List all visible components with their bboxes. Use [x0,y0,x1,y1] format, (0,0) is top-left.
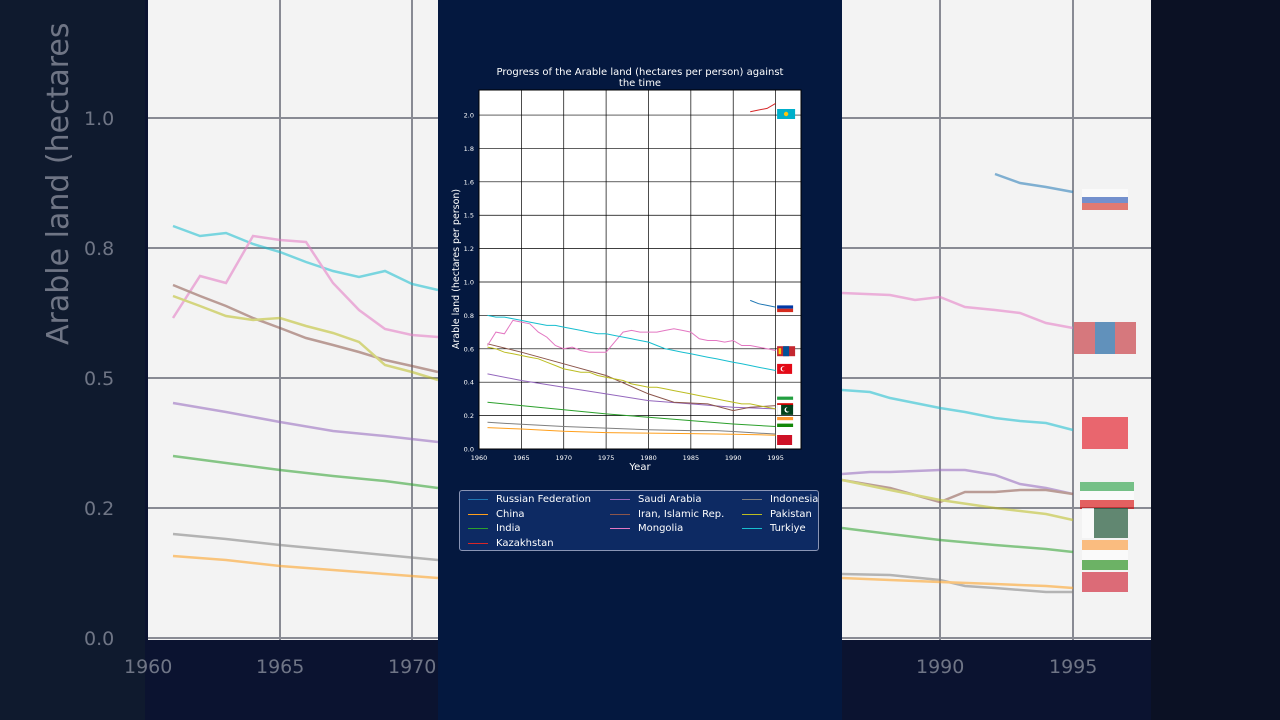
series-lines [487,102,776,436]
legend-item: Saudi Arabia [610,494,701,505]
legend-item: Kazakhstan [468,538,554,549]
series-line [487,346,776,410]
series-line [487,427,776,436]
legend-label: Mongolia [638,523,684,534]
x-axis-label: Year [628,462,651,473]
grid [478,90,801,450]
legend-item: Indonesia [742,494,818,505]
ticks: 1960 1965 1970 1975 1980 1985 1990 1995 0.0 0.2 0.… [464,112,784,462]
series-line [487,421,776,435]
legend-item: Iran, Islamic Rep. [610,509,724,520]
flag-indonesia-icon [777,435,793,445]
bg-xtick: 1960 [124,656,172,678]
y-tick-label: 1.2 [464,245,474,253]
x-tick-label: 1965 [513,454,530,462]
y-axis-label: Arable land (hectares per person) [451,189,462,349]
bg-ytick: 0.2 [84,498,114,520]
legend-item: Turkiye [742,523,806,534]
legend-item: Pakistan [742,509,812,520]
legend: Russian Federation China India Kazakhstan Sa… [459,490,819,551]
legend-swatch [610,528,630,529]
legend-item: Russian Federation [468,494,591,505]
legend-label: Turkiye [770,523,806,534]
legend-swatch [742,528,762,529]
x-tick-label: 1975 [598,454,615,462]
flag-pakistan-icon [777,404,794,415]
bg-xtick: 1970 [388,656,436,678]
x-tick-label: 1995 [767,454,784,462]
flag-russian-federation-icon [777,302,794,313]
bg-lines [171,172,1074,594]
series-line [487,319,776,353]
bg-labels: 1.0 0.8 0.5 0.2 0.0 1960 1965 1970 1990 … [41,23,1097,679]
bg-flags [1074,189,1136,592]
y-tick-label: 1.8 [464,145,474,153]
y-tick-label: 2.0 [464,112,474,120]
x-tick-label: 1960 [471,454,488,462]
legend-swatch [610,513,630,515]
legend-swatch [468,513,488,515]
x-tick-label: 1980 [640,454,657,462]
series-line [750,102,776,113]
y-tick-label: 0.8 [464,312,474,320]
bg-ytick: 0.5 [84,368,114,390]
legend-label: Saudi Arabia [638,494,702,505]
legend-item: India [468,523,521,534]
legend-swatch [610,499,630,500]
y-tick-label: 0.2 [464,412,474,420]
bg-ylabel: Arable land (hectares [41,23,76,346]
y-tick-label: 0.6 [464,345,474,353]
y-tick-label: 1.0 [464,279,474,287]
flag-mongolia-icon [777,346,796,357]
y-tick-label: 0.0 [464,446,474,454]
y-tick-label: 1.5 [464,212,474,220]
legend-item: Mongolia [610,523,683,534]
flag-turkiye-icon [777,363,793,374]
chart-title-line-1: Progress of the Arable land (hectares pe… [497,67,784,78]
flag-india-icon [777,417,794,427]
y-tick-label: 1.6 [464,178,474,186]
legend-swatch [468,542,488,544]
flags [777,109,796,445]
legend-label: China [496,508,525,520]
bg-ytick: 0.8 [84,238,114,260]
x-tick-label: 1990 [725,454,742,462]
legend-item: China [468,509,525,520]
legend-label: Kazakhstan [496,537,554,549]
legend-label: Pakistan [770,508,812,520]
legend-swatch [742,513,762,515]
series-line [487,401,776,427]
plot-area [478,89,802,450]
bg-xtick: 1995 [1049,656,1097,678]
bg-xtick: 1990 [916,656,964,678]
y-tick-label: 0.4 [464,379,474,387]
series-line [487,373,776,410]
legend-label: Russian Federation [496,494,591,505]
legend-label: Iran, Islamic Rep. [638,508,725,520]
legend-swatch [742,499,762,500]
legend-swatch [468,499,488,500]
x-tick-label: 1985 [683,454,700,462]
legend-label: India [496,523,521,534]
x-tick-label: 1970 [555,454,572,462]
series-line [750,299,776,308]
bg-ytick: 1.0 [84,108,114,130]
series-line [487,343,776,412]
legend-label: Indonesia [770,494,819,505]
bg-ytick: 0.0 [84,628,114,650]
series-line [487,314,776,371]
flag-kazakhstan-icon [777,109,796,119]
chart-title-line-2: the time [619,78,661,89]
legend-swatch [468,528,488,529]
bg-xtick: 1965 [256,656,304,678]
